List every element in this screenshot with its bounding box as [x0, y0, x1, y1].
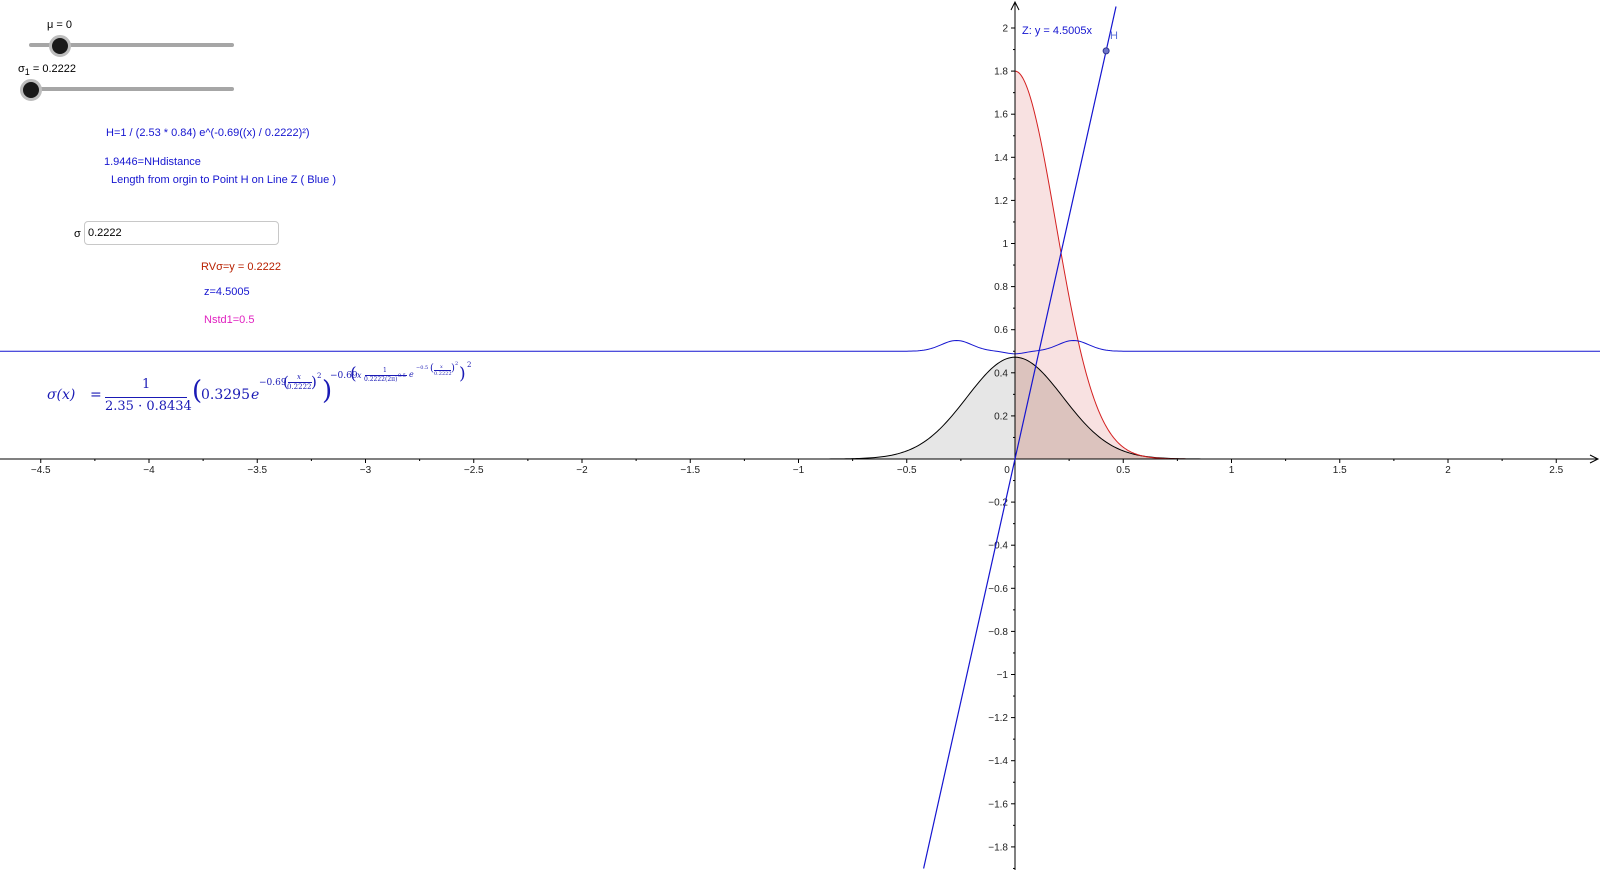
- x-tick-label: −2.5: [464, 465, 484, 476]
- line-z-group[interactable]: [923, 6, 1117, 869]
- y-tick-label: −1.6: [988, 799, 1008, 810]
- sigma1-symbol: σ: [18, 63, 25, 75]
- x-tick-label: 0: [1004, 465, 1010, 476]
- sigma1-slider-label: σ1 = 0.2222: [18, 63, 76, 77]
- ticks: −4.5 −4 −3.5 −3 −2.5 −2 −1.5 −1 −0.5 0 0.5 1 1.5 2 2.5…: [31, 24, 1564, 869]
- formula-exp1-frac-num: x: [297, 373, 301, 381]
- formula-exp1-sq: 2: [317, 372, 322, 380]
- sigma-input-label: σ: [74, 228, 81, 240]
- y-tick-label: 0.6: [994, 325, 1008, 336]
- formula-denominator: 2.35 · 0.8434: [105, 399, 192, 414]
- formula-exp2-frac-num: 1: [383, 367, 387, 374]
- nh-description-text: Length from orgin to Point H on Line Z (…: [111, 174, 337, 186]
- formula-exp2-e-pow: −0.5: [416, 365, 429, 371]
- formula-exp2-inner-open-paren: (: [430, 363, 434, 374]
- y-tick-label: −1.2: [988, 713, 1008, 724]
- y-tick-label: −0.4: [988, 541, 1008, 552]
- y-axis-arrow: [1010, 0, 1020, 11]
- sigma-formula: σ(x) = 1 2.35 · 0.8434 ( 0.3295 e −0.69 …: [47, 361, 497, 419]
- point-h-group[interactable]: [1102, 47, 1110, 55]
- formula-close-paren: ): [322, 376, 333, 406]
- x-tick-label: −3.5: [247, 465, 267, 476]
- x-tick-label: −4.5: [31, 465, 51, 476]
- y-tick-label: 0.4: [994, 368, 1008, 379]
- x-tick-label: −0.5: [897, 465, 917, 476]
- x-axis-arrow: [1589, 454, 1600, 464]
- half-gaussian-fill: [1015, 71, 1254, 459]
- line-z-label: Z: y = 4.5005x: [1022, 25, 1093, 37]
- sigma1-slider-track[interactable]: [29, 87, 234, 91]
- sigma1-slider-knob[interactable]: [20, 79, 42, 101]
- mu-slider-track[interactable]: [29, 43, 234, 47]
- y-tick-label: −1.4: [988, 756, 1008, 767]
- formula-coef: 0.3295: [201, 387, 250, 403]
- y-tick-label: 1: [1002, 239, 1008, 250]
- formula-exp2-open-paren: (: [350, 364, 357, 384]
- y-tick-label: 1.2: [994, 196, 1008, 207]
- rv-sigma-text: RVσ=y = 0.2222: [201, 261, 281, 273]
- x-tick-label: 2: [1445, 465, 1451, 476]
- formula-eq: =: [90, 387, 102, 403]
- point-h-label: H: [1110, 30, 1118, 42]
- x-tick-label: −2: [576, 465, 588, 476]
- formula-exp1: −0.69: [259, 378, 287, 388]
- point-h[interactable]: [1102, 47, 1110, 55]
- wave-curve: [0, 339, 1600, 355]
- z-value-text: z=4.5005: [204, 286, 250, 298]
- x-tick-label: 1: [1229, 465, 1235, 476]
- formula-exp2-inner-close-paren: ): [451, 363, 455, 374]
- x-tick-label: 2.5: [1549, 465, 1563, 476]
- formula-exp1-frac-den: 0.2222: [287, 383, 312, 391]
- formula-exp2-inner-bar: [434, 370, 451, 371]
- x-tick-label: −1: [793, 465, 805, 476]
- y-tick-label: 1.4: [994, 153, 1008, 164]
- y-tick-label: 0.2: [994, 411, 1008, 422]
- y-tick-label: −1.8: [988, 842, 1008, 853]
- formula-exp1-close-paren: ): [311, 373, 317, 391]
- formula-exp1-open-paren: (: [283, 373, 289, 391]
- x-tick-label: −4: [143, 465, 155, 476]
- line-z[interactable]: [923, 6, 1117, 869]
- y-tick-label: −0.8: [988, 627, 1008, 638]
- formula-e: e: [251, 387, 260, 403]
- sigma1-value-text: = 0.2222: [29, 63, 76, 75]
- formula-exp2: −0.69: [330, 371, 358, 381]
- y-tick-label: −0.6: [988, 584, 1008, 595]
- formula-exp2-frac-den-pow: 0.5: [398, 373, 406, 379]
- y-tick-label: 0.8: [994, 282, 1008, 293]
- y-tick-label: −0.2: [988, 498, 1008, 509]
- y-tick-label: 2: [1002, 24, 1008, 35]
- mu-slider-label: μ = 0: [47, 19, 72, 31]
- nstd-text: Nstd1=0.5: [204, 314, 255, 326]
- formula-exp2-frac-bar: [365, 375, 407, 376]
- sigma1-subscript: 1: [24, 67, 30, 78]
- sigma-input[interactable]: [84, 221, 279, 245]
- y-tick-label: 1.8: [994, 67, 1008, 78]
- y-tick-label: 1.6: [994, 110, 1008, 121]
- x-tick-label: 1.5: [1333, 465, 1347, 476]
- fills: [798, 71, 1254, 459]
- formula-lhs: σ(x): [47, 387, 76, 403]
- formula-exp2-x: x: [357, 371, 362, 380]
- formula-exp2-inner-den: 0.2222: [434, 371, 452, 377]
- h-formula-text: H=1 / (2.53 * 0.84) e^(-0.69((x) / 0.222…: [106, 127, 310, 139]
- formula-exp2-close-paren: ): [459, 364, 466, 384]
- x-tick-label: −1.5: [680, 465, 700, 476]
- x-tick-label: −3: [360, 465, 372, 476]
- formula-numerator: 1: [142, 377, 151, 392]
- formula-exp2-inner-num: x: [440, 364, 443, 370]
- nh-distance-text: 1.9446=NHdistance: [104, 156, 201, 168]
- overlap-fill: [1015, 357, 1232, 459]
- mu-slider-knob[interactable]: [49, 35, 71, 57]
- formula-exp2-sq: 2: [467, 361, 472, 369]
- y-tick-label: −1: [997, 670, 1009, 681]
- formula-exp2-e: e: [409, 370, 414, 379]
- formula-exp2-frac-den: 0.2222(2π): [364, 376, 398, 383]
- x-tick-label: 0.5: [1116, 465, 1130, 476]
- formula-exp2-inner-sq: 2: [455, 361, 459, 367]
- formula-fraction-bar: [105, 397, 187, 398]
- formula-open-paren: (: [192, 376, 203, 406]
- formula-exp1-frac-bar: [288, 382, 312, 383]
